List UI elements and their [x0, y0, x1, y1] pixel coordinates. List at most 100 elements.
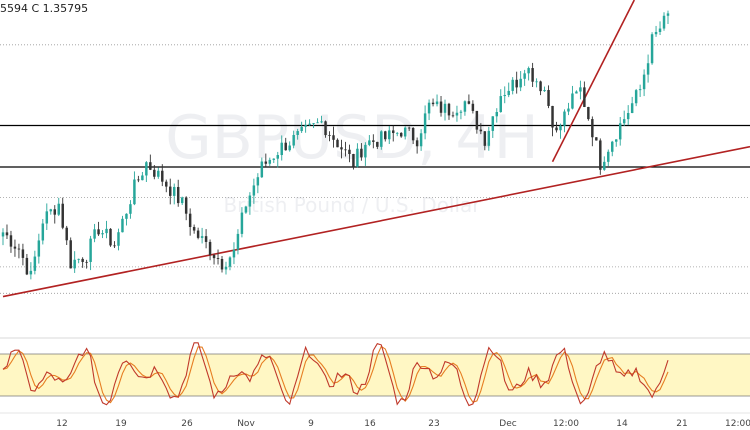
stochastic-k-line [2, 342, 669, 407]
candle-body [618, 123, 622, 140]
candle [320, 115, 323, 124]
candle-body [105, 228, 108, 234]
candle-body [407, 127, 411, 129]
candle-body [388, 130, 391, 140]
candle-body [622, 119, 626, 124]
candle [599, 138, 602, 175]
candle-body [535, 81, 538, 83]
candle-body [547, 89, 550, 106]
candle [77, 258, 80, 264]
candle [165, 179, 168, 193]
candle-body [487, 130, 491, 146]
candle-body [638, 89, 642, 91]
candle-body [33, 256, 37, 271]
candle-body [555, 127, 558, 131]
candle-body [41, 223, 45, 241]
candle [634, 88, 638, 107]
candle-body [212, 254, 216, 259]
candle-body [587, 106, 590, 120]
candle [5, 224, 9, 240]
x-tick-label: 23 [428, 419, 439, 429]
candle [638, 84, 642, 97]
candle [13, 239, 17, 257]
candle-body [427, 102, 431, 114]
candle-body [13, 246, 17, 249]
candle-body [650, 34, 654, 64]
candle-body [658, 28, 662, 32]
candle-body [73, 259, 76, 269]
candle-body [411, 127, 415, 141]
x-tick-label: 12:00 [553, 419, 579, 429]
candle [587, 106, 590, 121]
candle-body [459, 111, 463, 113]
candle-body [77, 258, 80, 260]
candle [491, 116, 495, 138]
candle-body [634, 90, 638, 104]
candle-body [395, 132, 399, 134]
candle-body [37, 240, 41, 257]
candle [523, 69, 526, 86]
candle-body [539, 81, 542, 92]
candle-body [380, 131, 383, 147]
candle [137, 175, 140, 183]
candle-body [224, 266, 228, 270]
candle [527, 66, 530, 81]
candle-body [200, 236, 204, 238]
x-axis: 12 19 26 Nov 9 16 23 Dec 12:00 14 21 12:00 [0, 412, 750, 429]
candle [463, 100, 467, 116]
candle [603, 156, 606, 171]
watermark-subtitle: British Pound / U.S. Dollar [223, 193, 481, 217]
candle [459, 109, 463, 120]
ohlc-readout: 5594 C 1.35795 [0, 2, 89, 15]
candle-body [21, 249, 25, 258]
candle-body [125, 213, 128, 219]
candle-body [145, 162, 148, 176]
candle-body [244, 206, 248, 213]
candle [172, 183, 176, 205]
candle-body [543, 89, 546, 92]
x-tick-label: 9 [308, 419, 314, 429]
candle-body [196, 230, 200, 238]
candle [650, 32, 654, 65]
candle [551, 105, 554, 137]
candle [41, 219, 45, 245]
candle-body [603, 161, 606, 170]
candle [380, 130, 383, 150]
candle-body [666, 13, 670, 16]
candle-body [113, 245, 116, 247]
candle [33, 250, 37, 275]
candle [280, 135, 283, 161]
candle-body [376, 141, 379, 147]
candle-body [451, 115, 455, 117]
candle [304, 119, 307, 133]
candle-body [284, 142, 287, 151]
candle [149, 154, 152, 171]
candle [399, 132, 403, 138]
candle-body [172, 186, 176, 196]
candle-body [272, 158, 276, 160]
candle [575, 90, 578, 94]
candle [368, 135, 371, 147]
candle [403, 126, 407, 140]
candle [252, 178, 256, 204]
x-tick-label: 21 [676, 419, 687, 429]
candle-body [280, 142, 283, 156]
watermark-symbol: GBPUSD, 4H [165, 103, 538, 173]
trendline [551, 0, 636, 163]
candle [21, 243, 25, 266]
candle [559, 123, 562, 139]
candle-body [121, 218, 124, 233]
candle [97, 221, 100, 236]
candle [642, 69, 646, 97]
candle [248, 192, 252, 215]
candle [224, 261, 228, 275]
candle [344, 141, 347, 157]
candle [591, 116, 594, 147]
candle-body [29, 270, 33, 275]
candle [654, 25, 658, 37]
candle [192, 224, 196, 234]
candle-body [443, 103, 447, 113]
candle-body [563, 111, 566, 126]
